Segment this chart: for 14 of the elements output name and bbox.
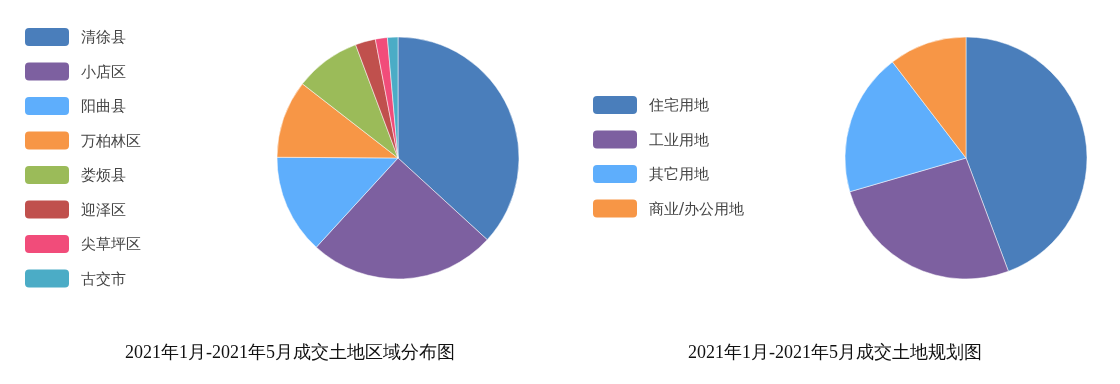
legend-label: 清徐县 <box>81 28 126 46</box>
text: 2021年1月-2021年5月成交土地区域分布图 <box>125 342 455 362</box>
legend-label: 其它用地 <box>649 165 709 183</box>
legend-label: 万柏林区 <box>81 131 141 150</box>
legend-label: 迎泽区 <box>81 200 126 219</box>
legend-label: 阳曲县 <box>81 97 126 115</box>
legend-label: 小店区 <box>81 62 126 81</box>
legend-label: 工业用地 <box>649 130 709 149</box>
legend-label: 古交市 <box>81 269 126 288</box>
legend-label: 商业/办公用地 <box>649 199 745 218</box>
text: 2021年1月-2021年5月成交土地规划图 <box>688 342 982 362</box>
legend-label: 尖草坪区 <box>81 235 141 253</box>
legend-label: 住宅用地 <box>648 96 709 114</box>
legend-label: 娄烦县 <box>81 166 126 184</box>
